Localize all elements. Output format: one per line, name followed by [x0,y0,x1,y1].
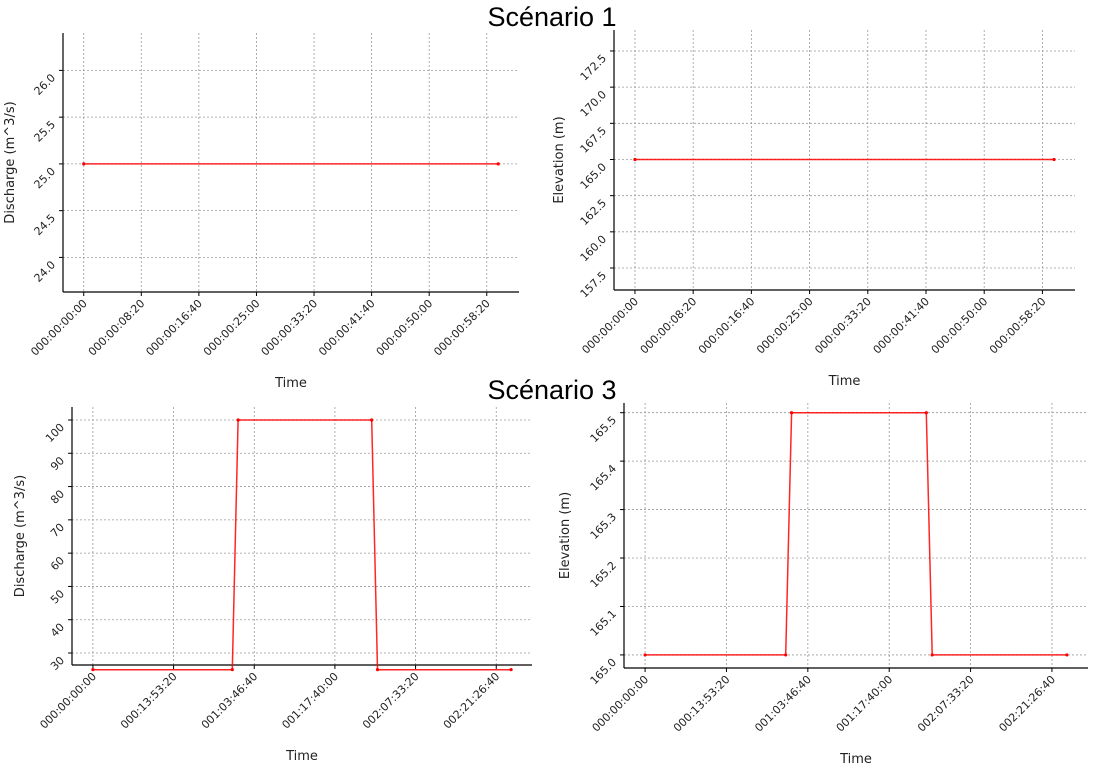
y-tick-label: 170.0 [578,88,609,119]
data-point [236,418,240,422]
y-tick-label: 165.0 [578,160,609,191]
y-tick-label: 157.5 [578,269,609,300]
x-tick-label: 002:07:33:20 [915,673,977,735]
y-tick-label: 167.5 [578,124,609,155]
x-tick-label: 000:00:00:00 [579,295,641,357]
data-point [509,668,513,672]
x-tick-label: 001:17:40:00 [834,673,896,735]
y-tick-label: 162.5 [578,197,609,228]
data-point [643,653,647,657]
x-axis-label: Time [839,752,872,767]
y-axis-label: Discharge (m^3/s) [3,101,18,223]
x-tick-label: 002:21:26:40 [996,673,1058,735]
x-tick-label: 001:03:46:40 [199,670,261,732]
data-point [930,653,934,657]
data-point [789,411,794,415]
y-tick-label: 70 [48,521,67,540]
subplot-4: 000:00:00:00 000:13:53:20 001:03:46:40 001:… [558,403,1088,767]
subplot-1: 000:00:00:00000:00:08:20000:00:16:40000:… [3,33,519,391]
x-tick-label: 000:00:16:40 [696,295,758,357]
x-tick-label: 000:00:50:00 [929,295,991,357]
x-tick-label: 001:17:40:00 [279,670,341,732]
x-tick-label: 000:00:25:00 [201,297,263,359]
x-tick-label: 001:03:46:40 [752,673,814,735]
x-tick-label: 000:00:25:00 [754,295,816,357]
section-title-scenario-1: Scénario 1 [487,2,617,32]
y-tick-label: 165.2 [588,559,619,590]
data-point [784,653,788,657]
x-tick-label: 000:00:41:40 [871,295,933,357]
y-axis-label: Elevation (m) [558,492,573,579]
series-line [92,419,512,671]
data-point [230,668,234,672]
y-tick-label: 25.5 [32,118,59,145]
x-axis-label: Time [828,374,861,389]
x-tick-label: 000:00:33:20 [812,295,874,357]
x-tick-label: 000:00:33:20 [259,297,321,359]
x-axis-label: Time [274,376,307,391]
x-tick-label: 000:13:53:20 [118,670,180,732]
y-tick-label: 90 [48,454,67,473]
y-tick-label: 100 [43,421,67,445]
y-tick-label: 165.1 [588,607,619,638]
y-tick-label: 26.0 [32,71,59,98]
y-tick-label: 40 [48,621,67,640]
y-tick-label: 165.5 [588,414,619,445]
x-tick-label: 000:00:08:20 [638,295,700,357]
data-point [370,418,374,422]
x-tick-label: 000:00:00:00 [37,670,99,732]
subplot-3: 000:00:00:00 000:13:53:20 001:03:46:40 001:… [13,407,532,764]
x-tick-label: 000:00:00:00 [28,297,90,359]
section-title-scenario-3: Scénario 3 [487,375,617,405]
x-tick-label: 000:13:53:20 [671,673,733,735]
x-tick-label: 000:00:50:00 [374,297,436,359]
data-point [1065,653,1069,657]
y-tick-label: 172.5 [578,52,609,83]
x-tick-label: 000:00:08:20 [86,297,148,359]
x-tick-label: 000:00:58:20 [431,297,493,359]
y-tick-label: 30 [48,654,67,673]
data-point [82,162,86,166]
x-tick-label: 000:00:16:40 [143,297,205,359]
y-tick-label: 165.4 [588,462,619,493]
data-point [633,157,637,162]
y-tick-label: 165.3 [588,511,619,542]
y-tick-label: 165.0 [588,656,619,687]
x-tick-label: 000:00:58:20 [987,295,1049,357]
x-tick-label: 002:07:33:20 [360,670,422,732]
y-tick-label: 24.5 [32,212,59,239]
x-tick-label: 002:21:26:40 [441,670,503,732]
data-point [496,162,500,166]
y-tick-label: 60 [48,554,67,573]
y-tick-label: 24.0 [32,258,59,285]
data-point [1052,157,1056,162]
y-tick-label: 50 [48,587,67,606]
y-tick-label: 25.0 [32,165,59,192]
subplot-2: 000:00:00:00000:00:08:20000:00:16:40000:… [552,30,1075,389]
x-axis-label: Time [285,749,318,764]
data-point [375,668,380,672]
data-point [924,411,928,415]
y-axis-label: Elevation (m) [552,116,567,203]
y-tick-label: 160.0 [578,233,609,264]
y-axis-label: Discharge (m^3/s) [13,475,28,597]
x-tick-label: 000:00:41:40 [316,297,378,359]
data-point [91,668,95,672]
series-line [645,411,1067,656]
y-tick-label: 80 [48,487,67,506]
